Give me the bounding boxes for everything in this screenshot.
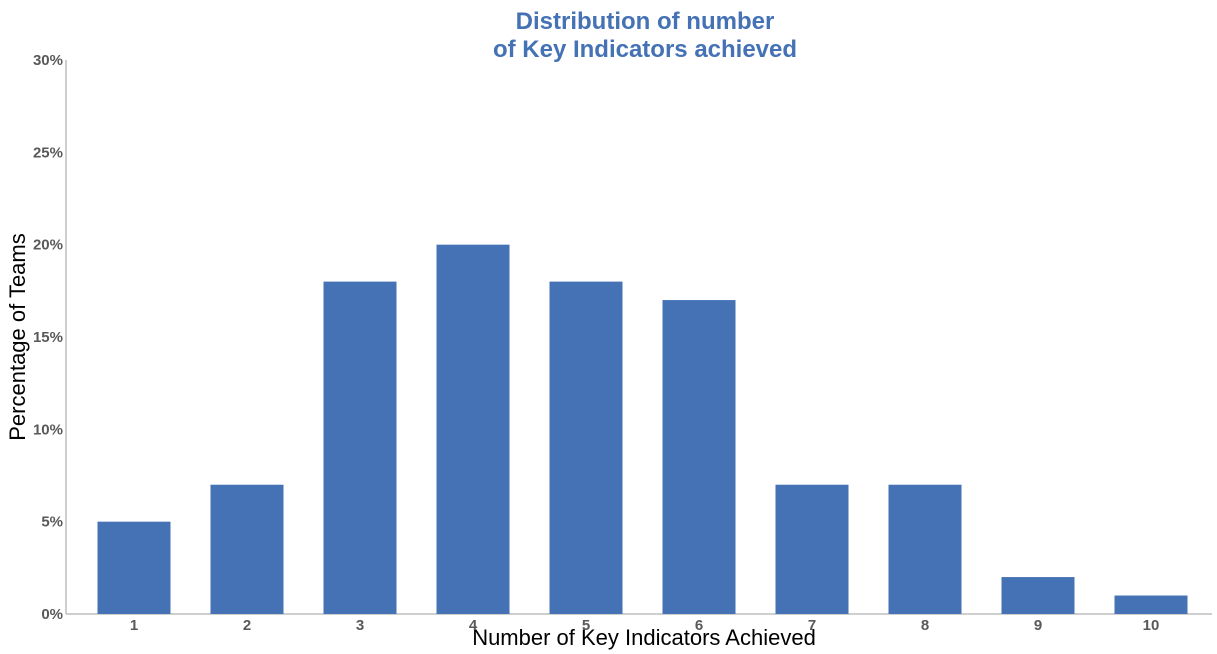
chart-title-line-2: of Key Indicators achieved xyxy=(492,36,798,63)
bar xyxy=(549,281,623,614)
bar xyxy=(323,281,397,614)
x-tick-label: 3 xyxy=(356,617,364,634)
y-tick-label: 0% xyxy=(41,606,63,623)
x-tick-label: 9 xyxy=(1034,617,1042,634)
x-tick-label: 10 xyxy=(1143,617,1160,634)
bar xyxy=(1114,595,1188,614)
y-tick-label: 25% xyxy=(33,144,63,161)
x-tick-label: 4 xyxy=(469,617,478,634)
bar xyxy=(210,484,284,614)
bar xyxy=(662,300,736,614)
x-axis-label: Number of Key Indicators Achieved xyxy=(472,625,816,650)
x-tick-label: 5 xyxy=(582,617,590,634)
y-tick-label: 20% xyxy=(33,237,63,254)
x-tick-label: 6 xyxy=(695,617,703,634)
bar xyxy=(97,521,171,614)
y-tick-label: 10% xyxy=(33,421,63,438)
bar xyxy=(1001,577,1075,614)
bar xyxy=(775,484,849,614)
bar xyxy=(888,484,962,614)
y-tick-label: 30% xyxy=(33,52,63,69)
y-tick-label: 5% xyxy=(41,514,63,531)
x-tick-label: 1 xyxy=(130,617,138,634)
chart-title-line-1: Distribution of number xyxy=(515,8,775,35)
x-tick-label: 2 xyxy=(243,617,251,634)
x-tick-label: 7 xyxy=(808,617,816,634)
bar xyxy=(436,244,510,614)
y-tick-label: 15% xyxy=(33,329,63,346)
x-tick-label: 8 xyxy=(921,617,929,634)
